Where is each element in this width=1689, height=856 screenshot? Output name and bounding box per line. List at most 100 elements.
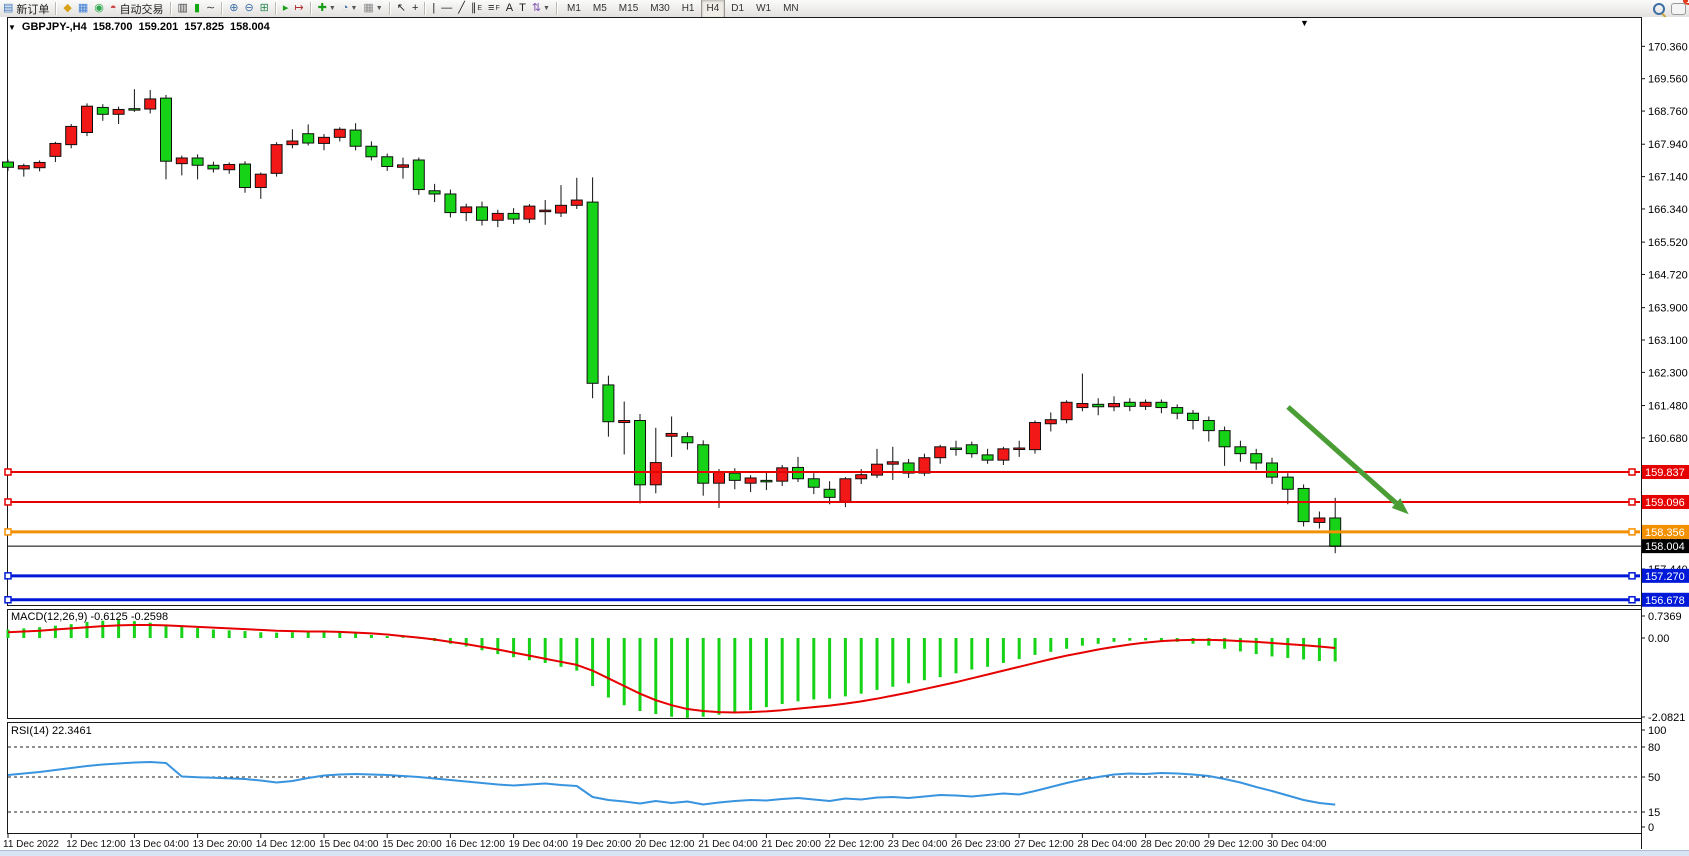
line-handle[interactable] [4,468,12,476]
trendline-icon: ╱ [458,2,465,14]
line-handle[interactable] [1628,468,1636,476]
line-chart-icon: ∼ [206,2,216,14]
terminal-icon: ▦ [77,2,89,14]
line-handle[interactable] [1628,596,1636,604]
line-handle[interactable] [4,498,12,506]
svg-text:161.480: 161.480 [1648,401,1688,413]
svg-text:159.096: 159.096 [1645,497,1685,509]
tool-sub-label: F [495,5,500,12]
rsi-level-lines [8,746,1640,813]
crosshair-icon: + [411,2,419,14]
chart-shift-button[interactable]: ↦ [291,1,306,16]
vertical-line-button[interactable]: | [429,1,438,16]
svg-text:165.520: 165.520 [1648,237,1688,249]
svg-text:159.837: 159.837 [1645,467,1685,479]
vertical-line-icon: | [432,2,436,14]
svg-text:15: 15 [1648,807,1660,819]
svg-text:164.720: 164.720 [1648,269,1688,281]
svg-text:162.300: 162.300 [1648,367,1688,379]
zoom-in-icon: ⊕ [229,2,239,14]
line-handle[interactable] [4,572,12,580]
trendline-button[interactable]: ╱ [455,1,468,16]
line-handle[interactable] [1628,498,1636,506]
arrows-tool-button[interactable]: ⇅ ▼ [529,1,553,16]
svg-text:26 Dec 23:00: 26 Dec 23:00 [951,839,1011,850]
timeframe-m30-button[interactable]: M30 [650,3,670,14]
timeframe-mn-button[interactable]: MN [783,3,799,14]
bar-chart-button[interactable]: ▥ [175,1,191,16]
svg-text:13 Dec 20:00: 13 Dec 20:00 [193,839,253,850]
text-label-button[interactable]: T [516,1,529,16]
cursor-button[interactable]: ↖ [394,1,409,16]
toolbar-separator [309,2,312,15]
equidistant-channel-icon: ∥ [470,2,477,14]
svg-text:11 Dec 2022: 11 Dec 2022 [3,839,59,850]
macd-pane [7,609,1642,719]
indicators-button[interactable]: ✚ ▼ [315,1,339,16]
svg-text:19 Dec 20:00: 19 Dec 20:00 [572,839,632,850]
chart-shift-icon: ↦ [294,2,304,14]
auto-scroll-button[interactable]: ▸ [280,1,292,16]
fibonacci-button[interactable]: ≡ F [485,1,503,16]
timeframe-m15-button[interactable]: M15 [618,3,639,14]
new-order-button[interactable]: ▤ 新订单 [0,1,52,16]
svg-text:0.7369: 0.7369 [1648,611,1682,623]
search-button[interactable] [1650,1,1668,16]
time-axis[interactable]: 11 Dec 2022 12 Dec 12:00 13 Dec 04:00 13 De… [3,834,1327,850]
crosshair-button[interactable]: + [409,1,421,16]
text-button[interactable]: A [503,1,516,16]
equidistant-channel-button[interactable]: ∥ E [468,1,485,16]
toolbar-separator [221,2,224,15]
macd-signal-line [7,623,1336,714]
terminal-button[interactable]: ▦ [75,1,91,16]
high-value: 159.201 [138,21,179,33]
line-chart-button[interactable]: ∼ [203,1,218,16]
cursor-icon: ↖ [396,2,406,14]
svg-text:157.270: 157.270 [1645,571,1685,583]
price-chart[interactable]: 170.360 169.560 168.760 167.940 167.140 166.3… [0,17,1689,856]
line-handle[interactable] [1628,528,1636,536]
strategy-tester-button[interactable]: ◉ [91,1,107,16]
svg-text:167.940: 167.940 [1648,139,1688,151]
dropdown-caret-icon: ▼ [328,5,336,12]
timeframe-w1-button[interactable]: W1 [756,3,772,14]
autotrading-button[interactable]: ◓ 自动交易 [107,1,167,16]
periods-button[interactable]: ◔ ▼ [339,1,361,16]
horizontal-line-icon: — [441,2,453,14]
zoom-in-button[interactable]: ⊕ [226,1,241,16]
timeframe-m5-button[interactable]: M5 [592,3,607,14]
svg-text:158.356: 158.356 [1645,527,1685,539]
main-toolbar: ▤ 新订单 ◆ ▦ ◉ ◓ 自动交易 ▥ ▮ ∼ ⊕ ⊖ ⊞ ▸ ↦ ✚ ▼ ◔ ▼ ▦ ▼ ↖ + | — ╱ ∥ E ≡ F A T ⇅ ▼ M… [0,0,1689,18]
tile-windows-button[interactable]: ⊞ [257,1,272,16]
timeframe-m1-button[interactable]: M1 [566,3,581,14]
trend-arrow[interactable] [1286,405,1409,515]
line-handle[interactable] [4,596,12,604]
svg-text:-2.0821: -2.0821 [1648,712,1685,724]
scroll-to-end-icon[interactable]: ▼ [1300,18,1309,28]
indicators-icon: ✚ [317,2,327,14]
svg-text:14 Dec 12:00: 14 Dec 12:00 [256,839,316,850]
svg-text:156.678: 156.678 [1645,595,1685,607]
notifications-button[interactable]: 1 [1668,0,1689,16]
metaeditor-button[interactable]: ◆ [60,1,74,16]
tile-windows-icon: ⊞ [259,2,269,14]
templates-button[interactable]: ▦ ▼ [360,1,385,16]
line-handle[interactable] [4,528,12,536]
timeframe-d1-button[interactable]: D1 [731,3,745,14]
rsi-axis-ticks: 100 80 50 15 0 [1641,725,1666,834]
notifications-icon [1671,2,1686,15]
candlestick-chart-button[interactable]: ▮ [191,1,203,16]
line-handle[interactable] [1628,572,1636,580]
svg-text:0.00: 0.00 [1648,633,1669,645]
zoom-out-button[interactable]: ⊖ [241,1,256,16]
macd-axis-ticks: 0.7369 0.00 -2.0821 [1641,611,1685,724]
timeframe-h1-button[interactable]: H1 [681,3,695,14]
svg-text:169.560: 169.560 [1648,74,1688,86]
horizontal-line-button[interactable]: — [438,1,455,16]
search-icon [1653,2,1665,15]
chevron-down-icon[interactable]: ▼ [8,22,16,32]
toolbar-separator [55,2,58,15]
horizontal-lines[interactable] [4,468,1640,604]
timeframe-h4-button[interactable]: H4 [700,0,726,18]
svg-text:29 Dec 12:00: 29 Dec 12:00 [1204,839,1264,850]
